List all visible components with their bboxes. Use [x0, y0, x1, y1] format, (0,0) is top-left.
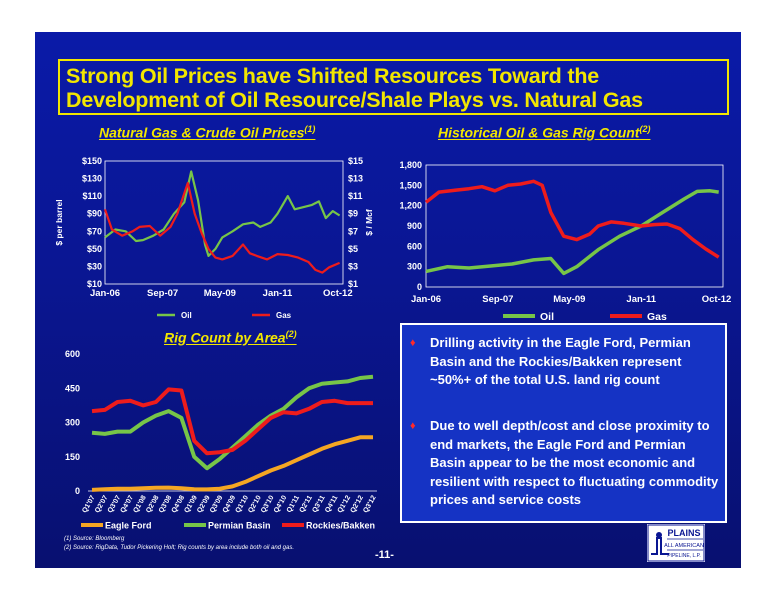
legend-label-oil: Oil [181, 311, 192, 320]
y-tick-label: $150 [82, 156, 102, 166]
y-tick-label: 900 [407, 221, 422, 231]
x-tick-label: Oct-12 [323, 288, 353, 299]
y-tick-label: 450 [65, 383, 80, 393]
bullet-text-2: Due to well depth/cost and close proximi… [430, 418, 719, 508]
y2-tick-label: $9 [348, 209, 358, 219]
title-box: Strong Oil Prices have Shifted Resources… [58, 59, 729, 115]
y-tick-label: 300 [407, 262, 422, 272]
x-tick-label: Jan-06 [90, 288, 120, 299]
company-logo: PLAINS ALL AMERICAN PIPELINE, L.P. [647, 524, 705, 562]
y2-tick-label: $1 [348, 279, 358, 289]
source-note-1: (1) Source: Bloomberg [64, 536, 125, 542]
y-tick-label: 300 [65, 418, 80, 428]
y-tick-label: 0 [417, 282, 422, 292]
series-line-oil [425, 189, 719, 276]
y-tick-label: $30 [87, 261, 102, 271]
prices-chart-title-text: Natural Gas & Crude Oil Prices [99, 124, 305, 141]
y2-axis-label: $ / Mcf [364, 209, 374, 236]
prices-chart: $10 $1 $30 $3 $50 $5 $70 $7 $90 $9 $110 $11 $130 $13 $… [54, 156, 374, 320]
area-chart-title-text: Rig Count by Area [164, 329, 286, 346]
legend-label-eagle-ford: Eagle Ford [105, 521, 152, 531]
rig-count-chart: 0 300 600 900 1,200 1,500 1,800 Jan-06 Sep-07 May… [399, 160, 732, 323]
legend-label-rockies-bakken: Rockies/Bakken [306, 521, 375, 531]
logo-text-3: PIPELINE, L.P. [667, 553, 701, 559]
rig-chart-note: (2) [639, 124, 651, 134]
y-tick-label: $110 [82, 191, 102, 201]
y-tick-label: 1,200 [399, 201, 422, 211]
logo-text-1: PLAINS [667, 528, 700, 538]
x-tick-label: Jan-06 [411, 294, 441, 305]
bullet-text-1: Drilling activity in the Eagle Ford, Per… [430, 335, 691, 388]
y-tick-label: 1,500 [399, 180, 422, 190]
x-tick-label: May-09 [204, 288, 236, 299]
plot-frame [104, 160, 344, 285]
x-tick-label: Q3'12 [362, 494, 378, 514]
series-line-permian-basin [91, 374, 374, 471]
bullet-diamond-icon: ♦ [410, 337, 416, 349]
y-tick-label: 0 [75, 486, 80, 496]
title-line-1: Strong Oil Prices have Shifted Resources… [66, 64, 600, 88]
source-note-2: (2) Source: RigData, Tudor Pickering Hol… [64, 545, 295, 551]
series-line-gas [103, 181, 341, 274]
y-tick-label: 600 [65, 349, 80, 359]
legend-label-permian-basin: Permian Basin [208, 521, 271, 531]
title-line-2: Development of Oil Resource/Shale Plays … [66, 88, 643, 112]
logo-text-2: ALL AMERICAN [664, 543, 704, 549]
rig-chart-title-text: Historical Oil & Gas Rig Count [438, 124, 640, 141]
legend-label-gas: Gas [276, 311, 292, 320]
y2-tick-label: $15 [348, 156, 363, 166]
y-tick-label: $50 [87, 244, 102, 254]
legend-label-gas: Gas [647, 311, 667, 323]
y2-tick-label: $13 [348, 174, 363, 184]
x-tick-label: Sep-07 [482, 294, 513, 305]
x-tick-label: Jan-11 [626, 294, 656, 305]
rig-chart-title: Historical Oil & Gas Rig Count(2) [438, 124, 650, 141]
area-rig-chart: 0150300450600Q1'07Q2'07Q3'07Q4'07Q1'08Q2… [65, 349, 378, 531]
x-tick-label: Jan-11 [263, 288, 293, 299]
x-tick-label: Sep-07 [147, 288, 178, 299]
page-number: -11- [375, 549, 394, 561]
x-tick-label: May-09 [553, 294, 585, 305]
slide: Strong Oil Prices have Shifted Resources… [35, 32, 741, 568]
prices-chart-note: (1) [304, 124, 316, 134]
y2-tick-label: $7 [348, 226, 358, 236]
y-tick-label: $130 [82, 174, 102, 184]
series-line-eagle-ford [91, 435, 373, 492]
series-line-oil [104, 170, 341, 258]
series-line-rockies-bakken [91, 387, 373, 456]
y-tick-label: 1,800 [399, 160, 422, 170]
plot-frame [425, 164, 724, 288]
y-tick-label: 150 [65, 452, 80, 462]
prices-chart-title: Natural Gas & Crude Oil Prices(1) [99, 124, 315, 141]
y-tick-label: $70 [87, 226, 102, 236]
y-axis-label: $ per barrel [54, 199, 64, 245]
y-tick-label: $90 [87, 209, 102, 219]
y-tick-label: 600 [407, 241, 422, 251]
area-chart-note: (2) [285, 329, 297, 339]
y2-tick-label: $5 [348, 244, 358, 254]
y-tick-label: $10 [87, 279, 102, 289]
bullet-diamond-icon: ♦ [410, 420, 416, 432]
bullet-box: ♦ Drilling activity in the Eagle Ford, P… [400, 323, 727, 523]
y2-tick-label: $11 [348, 191, 363, 201]
y2-tick-label: $3 [348, 261, 358, 271]
x-tick-label: Oct-12 [702, 294, 732, 305]
area-chart-title: Rig Count by Area(2) [164, 329, 297, 346]
legend-label-oil: Oil [540, 311, 554, 323]
series-line-gas [424, 179, 720, 259]
